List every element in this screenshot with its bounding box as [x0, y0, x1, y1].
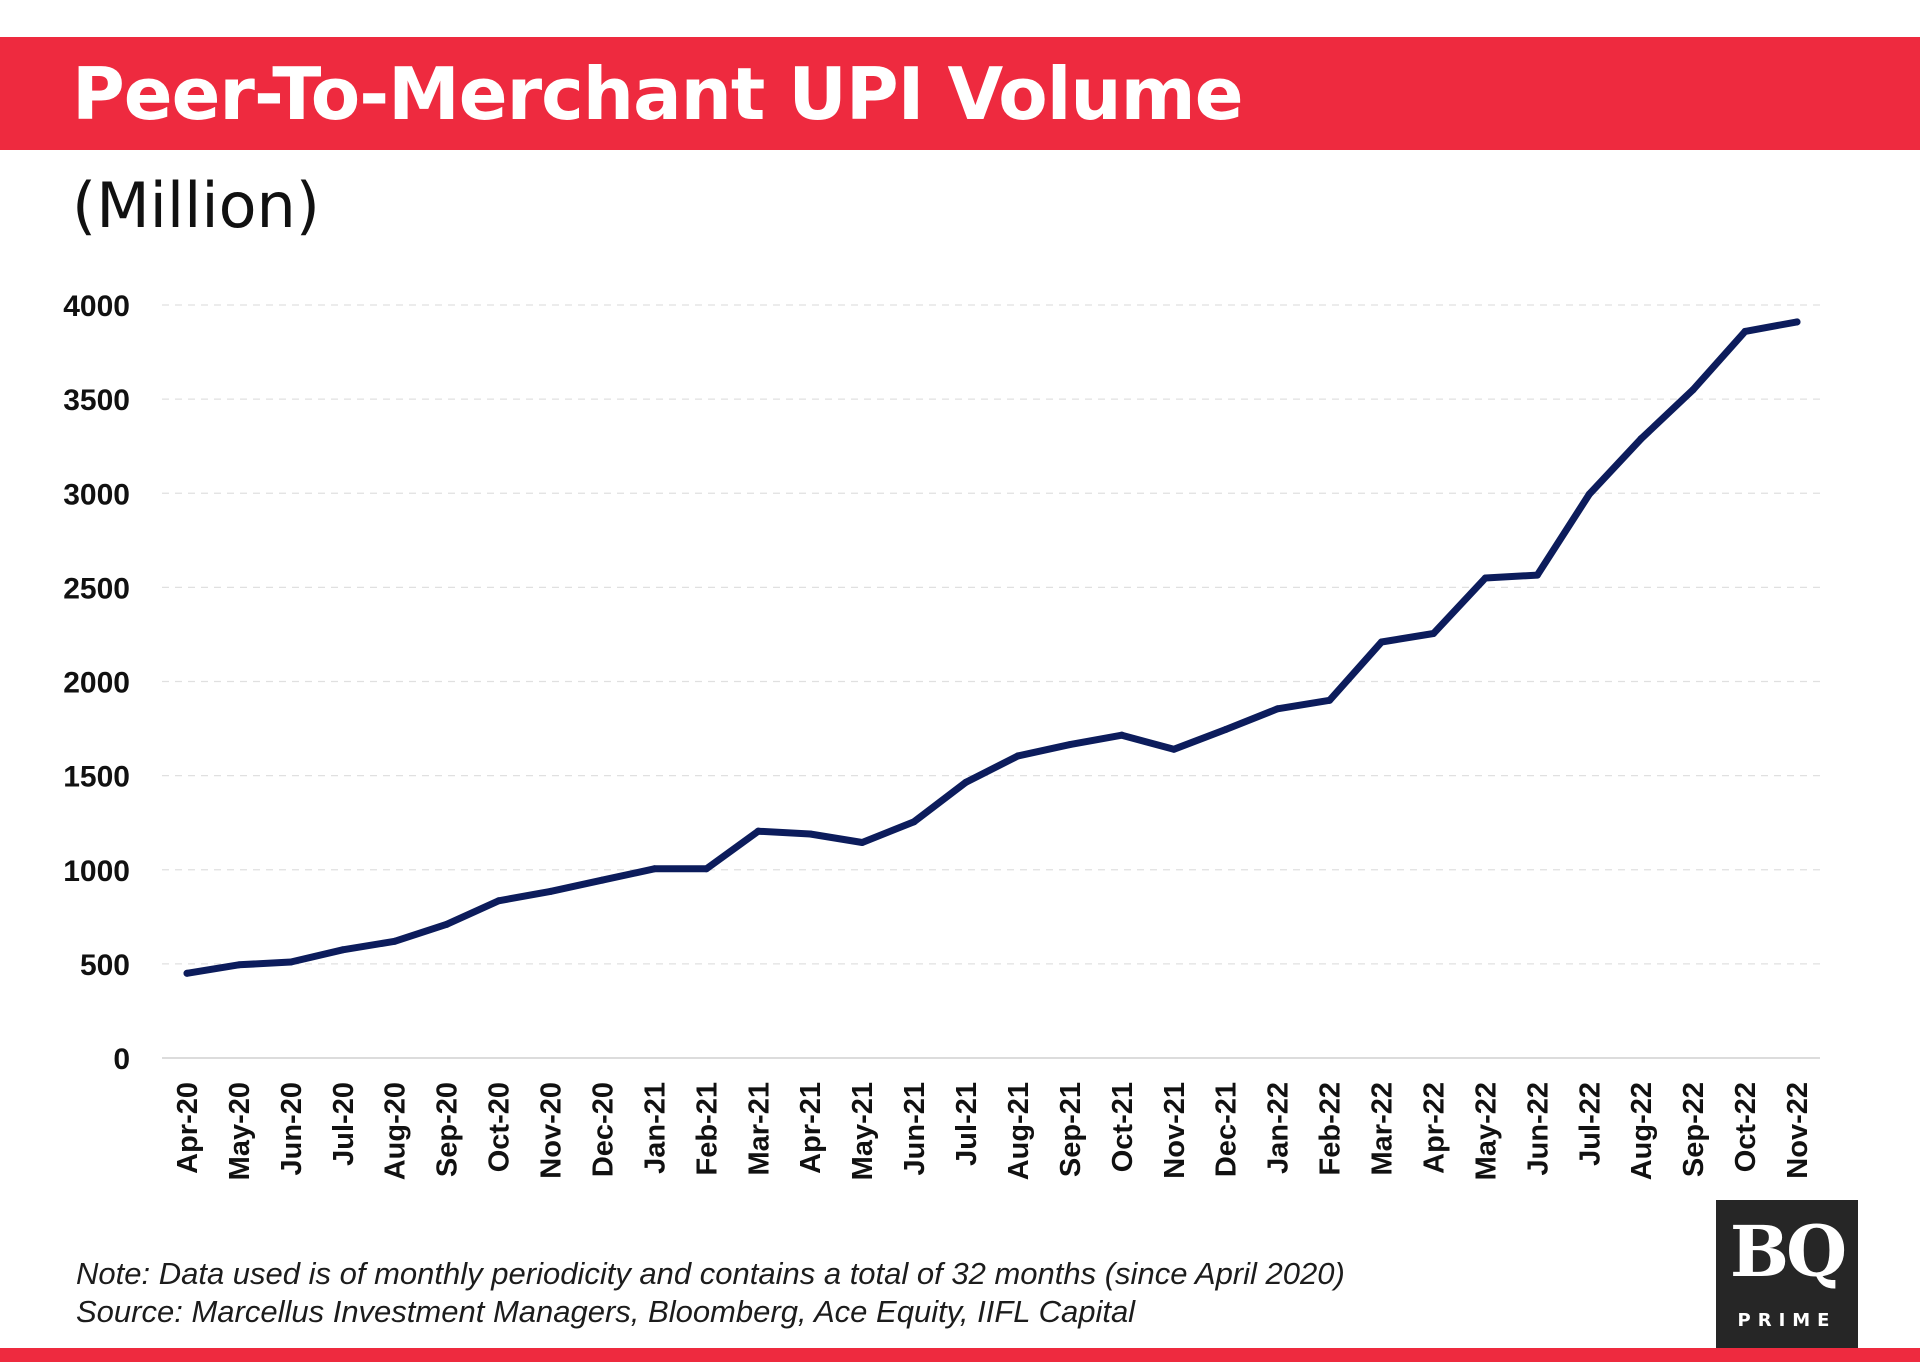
x-tick-label: Sep-22 [1678, 1082, 1710, 1177]
data-point [1170, 745, 1178, 753]
y-tick-label: 500 [80, 949, 130, 982]
data-point [1585, 490, 1593, 498]
y-tick-label: 0 [113, 1043, 130, 1076]
data-point [547, 887, 555, 895]
x-tick-label: Oct-21 [1107, 1082, 1139, 1172]
data-point [702, 865, 710, 873]
y-tick-label: 4000 [63, 290, 130, 323]
line-chart: 0 500 1000 1500 2000 2500 3000 3500 4000 Apr-20 Ma… [63, 290, 1820, 1180]
x-tick-label: Sep-21 [1055, 1082, 1087, 1177]
data-point [235, 961, 243, 969]
x-tick-label: May-21 [847, 1082, 879, 1180]
x-tick-label: Dec-21 [1211, 1082, 1243, 1177]
x-tick-label: Oct-22 [1730, 1082, 1762, 1172]
chart-title: Peer-To-Merchant UPI Volume [72, 52, 1244, 136]
logo-subtitle: PRIME [1737, 1310, 1837, 1331]
x-tick-label: Nov-21 [1159, 1082, 1191, 1179]
chart-source: Source: Marcellus Investment Managers, B… [76, 1294, 1136, 1329]
data-point [391, 937, 399, 945]
data-point [650, 865, 658, 873]
y-tick-label: 3000 [63, 478, 130, 511]
x-tick-label: Aug-22 [1626, 1082, 1658, 1180]
x-tick-label: Dec-20 [587, 1082, 619, 1177]
data-point [1066, 741, 1074, 749]
data-point [495, 897, 503, 905]
data-point [962, 778, 970, 786]
x-tick-label: Jun-20 [276, 1082, 308, 1175]
x-tick-label: Jan-21 [639, 1082, 671, 1174]
data-point [1222, 726, 1230, 734]
data-point [1014, 752, 1022, 760]
x-tick-label: May-20 [224, 1082, 256, 1180]
data-point [1378, 638, 1386, 646]
data-point [1326, 696, 1334, 704]
logo-mark: BQ [1729, 1210, 1847, 1293]
x-tick-label: Oct-20 [484, 1082, 516, 1172]
x-tick-label: Apr-22 [1418, 1082, 1450, 1174]
x-tick-label: Jun-22 [1522, 1082, 1554, 1175]
data-point [183, 969, 191, 977]
y-tick-label: 3500 [63, 384, 130, 417]
x-tick-label: Jan-22 [1263, 1082, 1295, 1174]
x-tick-label: Jul-21 [951, 1082, 983, 1166]
x-tick-label: Nov-20 [536, 1082, 568, 1179]
x-tick-label: Jul-20 [328, 1082, 360, 1166]
bottom-accent-bar [0, 1348, 1920, 1362]
chart-note: Note: Data used is of monthly periodicit… [76, 1256, 1345, 1291]
data-point [1274, 705, 1282, 713]
x-tick-label: Sep-20 [432, 1082, 464, 1177]
y-tick-label: 2000 [63, 667, 130, 700]
data-point [1741, 327, 1749, 335]
data-point [1118, 731, 1126, 739]
x-tick-label: Mar-22 [1367, 1082, 1399, 1176]
data-point [1533, 571, 1541, 579]
data-point [1637, 435, 1645, 443]
data-point [1793, 318, 1801, 326]
x-tick-label: Feb-22 [1315, 1082, 1347, 1175]
x-tick-label: Jun-21 [899, 1082, 931, 1175]
data-point [1689, 386, 1697, 394]
data-point [339, 946, 347, 954]
x-tick-label: Jul-22 [1574, 1082, 1606, 1166]
series-line [183, 318, 1801, 977]
bq-prime-logo: BQ PRIME [1716, 1200, 1858, 1348]
x-tick-label: Feb-21 [691, 1082, 723, 1175]
y-tick-label: 1000 [63, 855, 130, 888]
x-tick-label: Mar-21 [743, 1082, 775, 1176]
data-point [443, 920, 451, 928]
y-tick-label: 1500 [63, 761, 130, 794]
x-tick-label: Apr-20 [172, 1082, 204, 1174]
data-point [1481, 574, 1489, 582]
data-point [858, 838, 866, 846]
title-banner [0, 37, 1920, 150]
data-point [598, 876, 606, 884]
data-point [287, 958, 295, 966]
x-tick-label: Aug-20 [380, 1082, 412, 1180]
data-point [1429, 629, 1437, 637]
data-point [806, 830, 814, 838]
x-tick-label: May-22 [1470, 1082, 1502, 1180]
x-tick-label: Aug-21 [1003, 1082, 1035, 1180]
data-point [754, 827, 762, 835]
x-tick-label: Nov-22 [1782, 1082, 1814, 1179]
y-tick-label: 2500 [63, 572, 130, 605]
data-point [910, 818, 918, 826]
unit-label: (Million) [72, 169, 320, 242]
x-tick-label: Apr-21 [795, 1082, 827, 1174]
